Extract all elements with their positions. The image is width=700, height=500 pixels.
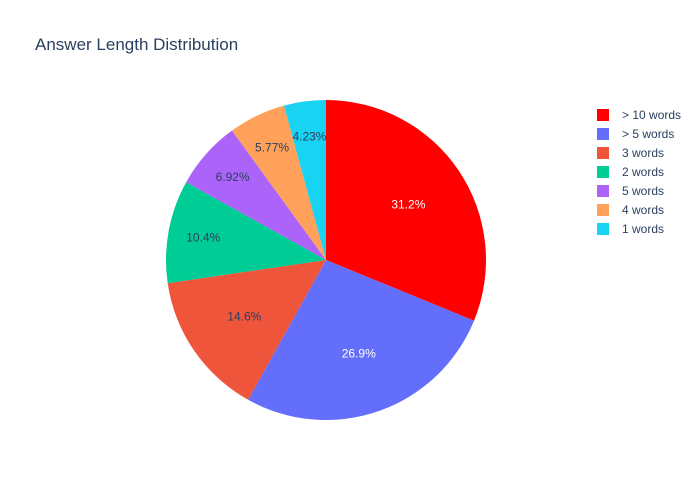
legend-swatch-2-words[interactable] bbox=[597, 166, 609, 178]
pie-slice-3-words[interactable] bbox=[167, 260, 326, 400]
slice-label-4-words: 5.77% bbox=[255, 140, 289, 154]
slice-labels: 31.2% 26.9% 14.6% 10.4% 6.92% 5.77%4.23% bbox=[186, 129, 425, 360]
legend-swatch-1-words[interactable] bbox=[597, 223, 609, 235]
legend-label-2-words[interactable]: 2 words bbox=[622, 165, 664, 179]
legend-swatch-gt-5-words[interactable] bbox=[597, 128, 609, 140]
legend-label-5-words[interactable]: 5 words bbox=[622, 184, 664, 198]
pie bbox=[166, 99, 487, 421]
pie-slice-1-words[interactable] bbox=[283, 100, 326, 260]
slice-label-2-words: 10.4% bbox=[186, 231, 220, 245]
pie-slice-gt-10-words[interactable] bbox=[326, 99, 487, 321]
slice-label-1-words: 4.23% bbox=[292, 129, 326, 143]
legend: > 10 words > 5 words 3 words 2 words 5 words… bbox=[597, 108, 681, 236]
pie-slice-gt-5-words[interactable] bbox=[248, 260, 475, 421]
chart-title: Answer Length Distribution bbox=[35, 35, 238, 54]
slice-label-5-words: 6.92% bbox=[216, 170, 250, 184]
legend-swatch-3-words[interactable] bbox=[597, 147, 609, 159]
slice-label-gt-10-words: 31.2% bbox=[391, 198, 425, 212]
legend-swatch-5-words[interactable] bbox=[597, 185, 609, 197]
pie-slice-4-words[interactable] bbox=[231, 105, 326, 261]
legend-swatch-gt-10-words[interactable] bbox=[597, 109, 609, 121]
legend-label-1-words[interactable]: 1 words bbox=[622, 222, 664, 236]
legend-label-gt-10-words[interactable]: > 10 words bbox=[622, 108, 681, 122]
legend-label-3-words[interactable]: 3 words bbox=[622, 146, 664, 160]
legend-swatch-4-words[interactable] bbox=[597, 204, 609, 216]
slice-label-gt-5-words: 26.9% bbox=[342, 347, 376, 361]
pie-slice-2-words[interactable] bbox=[166, 182, 326, 284]
pie-slice-5-words[interactable] bbox=[186, 130, 326, 260]
legend-label-4-words[interactable]: 4 words bbox=[622, 203, 664, 217]
legend-label-gt-5-words[interactable]: > 5 words bbox=[622, 127, 674, 141]
slice-label-3-words: 14.6% bbox=[227, 309, 261, 323]
